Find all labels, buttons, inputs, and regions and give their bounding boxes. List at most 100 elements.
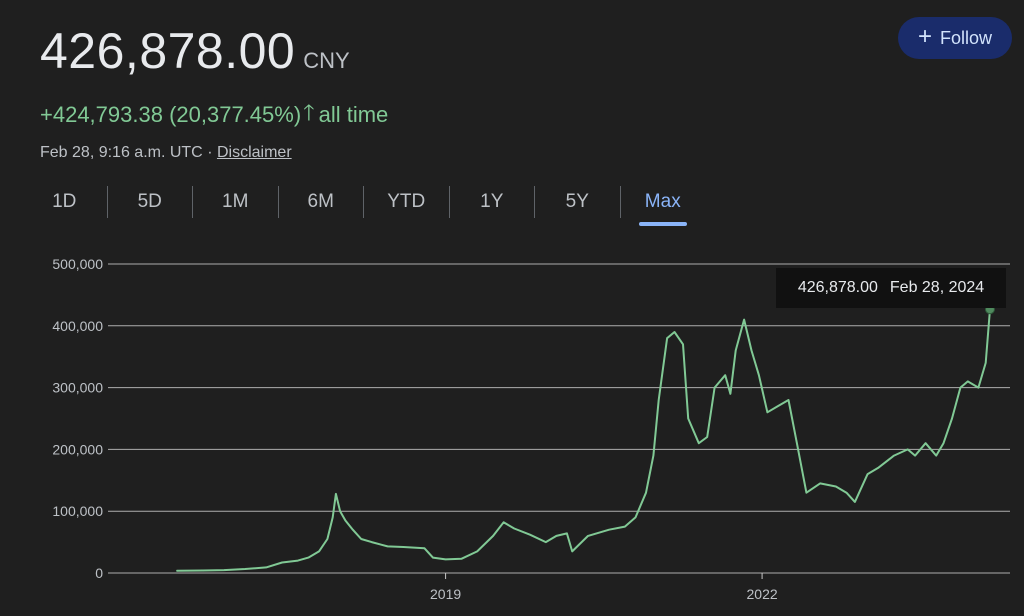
data-point: [529, 534, 531, 536]
currency-label: CNY: [303, 48, 350, 73]
data-point: [714, 387, 716, 389]
data-point: [652, 455, 655, 457]
data-point: [339, 510, 341, 512]
data-point: [877, 467, 879, 469]
data-point: [555, 535, 558, 537]
data-point: [387, 545, 389, 547]
data-point: [942, 442, 945, 444]
data-point: [202, 569, 204, 572]
quote-meta: Feb 28, 9:16 a.m. UTC · Disclaimer: [40, 144, 292, 162]
tab-5d[interactable]: 5D: [137, 191, 162, 212]
data-point: [758, 374, 760, 376]
x-tick-label: 2019: [430, 586, 461, 602]
follow-label: Follow: [940, 27, 993, 48]
y-tick-label: 300,000: [52, 380, 103, 396]
price-chart[interactable]: 0 100,000 200,000 300,000 400,000 500,000 2019…: [0, 240, 1024, 616]
tab-1m[interactable]: 1M: [222, 191, 249, 212]
data-point: [985, 362, 987, 364]
y-tick-label: 500,000: [52, 256, 103, 272]
tab-6m[interactable]: 6M: [307, 191, 334, 212]
data-point: [402, 546, 404, 548]
data-point: [587, 535, 589, 537]
tab-divider: [619, 186, 621, 218]
change-value: +424,793.38 (20,377.45%): [40, 102, 302, 127]
data-point: [460, 558, 462, 560]
timestamp: Feb 28, 9:16 a.m. UTC: [40, 144, 203, 161]
data-point: [244, 568, 246, 570]
y-tick-label: 200,000: [52, 441, 103, 457]
arrow-up-icon: 🡑: [303, 100, 315, 125]
data-point: [566, 532, 568, 534]
data-point: [503, 521, 505, 523]
data-point: [658, 399, 660, 401]
tooltip-value: 426,878.00: [797, 279, 878, 296]
x-tick-label: 2022: [747, 586, 778, 602]
data-point: [307, 557, 309, 559]
tab-divider: [277, 186, 279, 218]
data-point: [951, 417, 953, 420]
data-point: [805, 492, 808, 494]
data-point: [545, 541, 547, 543]
data-point: [445, 558, 447, 560]
data-point: [854, 501, 856, 503]
tab-1y[interactable]: 1Y: [480, 191, 504, 212]
data-point: [476, 550, 478, 552]
data-point: [682, 343, 684, 345]
data-point: [914, 455, 916, 457]
data-point: [796, 442, 798, 444]
data-point: [608, 529, 610, 531]
current-price: 426,878.00: [40, 23, 296, 79]
data-point: [729, 393, 732, 395]
data-point: [698, 442, 700, 444]
tab-divider: [363, 186, 364, 218]
data-point: [977, 387, 980, 389]
data-point: [492, 535, 494, 537]
data-point: [335, 493, 337, 495]
y-tick-label: 100,000: [52, 503, 103, 519]
data-point: [959, 387, 962, 389]
data-point: [925, 442, 927, 444]
data-point: [673, 331, 676, 333]
tab-divider: [448, 186, 450, 218]
follow-button[interactable]: + Follow: [898, 17, 1012, 59]
data-point: [907, 448, 909, 450]
data-point: [893, 455, 895, 457]
tab-divider: [106, 186, 108, 218]
data-point: [750, 349, 753, 352]
range-tabs: 1D 5D 1M 6M YTD 1Y 5Y Max: [22, 184, 706, 226]
data-point: [332, 516, 334, 518]
plus-icon: +: [917, 23, 932, 50]
data-point: [687, 417, 689, 420]
data-point: [724, 374, 726, 376]
data-point: [845, 492, 848, 494]
data-point: [787, 399, 790, 401]
price-change: +424,793.38 (20,377.45%) 🡑 all time: [40, 96, 388, 134]
data-point: [281, 561, 283, 564]
data-point: [624, 526, 626, 528]
data-point: [352, 529, 354, 531]
data-point: [432, 557, 434, 559]
data-point: [371, 541, 373, 543]
data-point: [223, 569, 225, 571]
y-tick-label: 0: [95, 565, 103, 581]
tab-max[interactable]: Max: [621, 184, 706, 226]
tab-1d[interactable]: 1D: [52, 191, 77, 212]
data-point: [666, 337, 668, 339]
tab-ytd[interactable]: YTD: [387, 191, 426, 212]
data-point: [176, 570, 178, 572]
data-point: [645, 492, 647, 494]
disclaimer-link[interactable]: Disclaimer: [216, 144, 292, 161]
data-point: [777, 405, 779, 407]
tab-divider: [192, 186, 193, 218]
data-point: [513, 527, 515, 530]
data-point: [360, 538, 362, 540]
data-point: [571, 550, 573, 552]
change-period: all time: [318, 102, 389, 127]
data-point: [706, 436, 708, 438]
tab-divider: [534, 186, 535, 218]
chart-tooltip: 426,878.00 Feb 28, 2024: [776, 268, 1006, 308]
tab-5y[interactable]: 5Y: [565, 191, 589, 212]
data-point: [935, 455, 937, 457]
data-point: [835, 485, 837, 488]
data-point: [265, 566, 267, 568]
